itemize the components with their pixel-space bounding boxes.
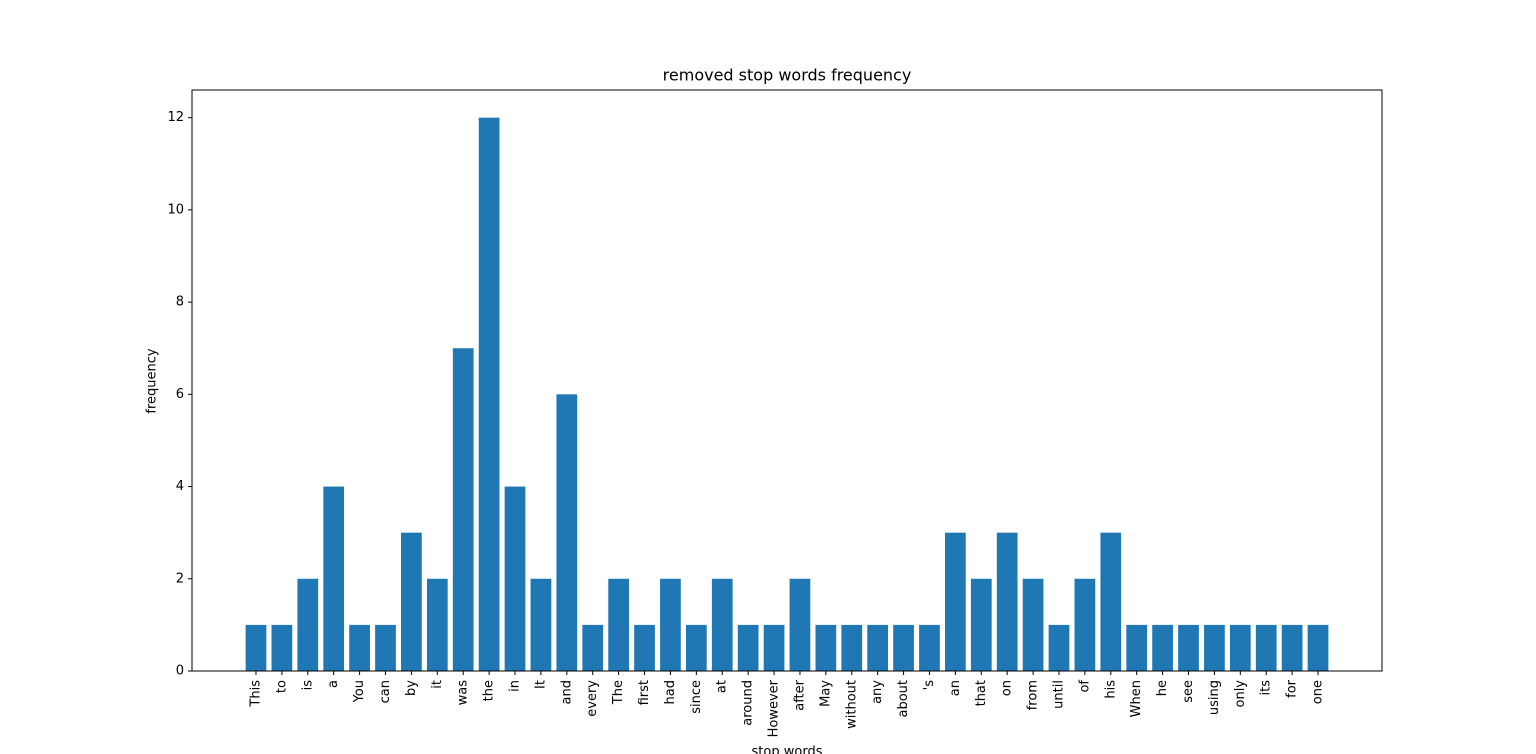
bar	[634, 624, 655, 671]
bar	[893, 624, 914, 671]
y-tick-label: 0	[176, 664, 184, 679]
x-tick-label: 's	[922, 680, 937, 691]
bar	[401, 532, 422, 671]
bar	[789, 578, 811, 671]
x-tick-label: the	[482, 680, 497, 701]
x-tick-label: on	[1000, 680, 1015, 696]
y-tick-label: 12	[167, 110, 184, 125]
x-tick-label: It	[533, 680, 548, 689]
bar	[478, 117, 500, 671]
bar	[504, 486, 526, 671]
x-tick-label: was	[456, 680, 471, 706]
x-tick-label: at	[715, 680, 730, 693]
x-tick-label: The	[611, 680, 626, 705]
x-tick-label: of	[1077, 680, 1092, 693]
bar	[1255, 624, 1277, 671]
x-tick-label: one	[1311, 680, 1326, 704]
bar	[945, 532, 966, 671]
y-tick-label: 2	[176, 571, 184, 586]
x-tick-label: every	[585, 680, 600, 717]
y-tick-label: 6	[176, 387, 184, 402]
x-tick-label: using	[1207, 680, 1222, 715]
x-tick-label: after	[792, 679, 807, 710]
bar	[711, 578, 733, 671]
x-tick-label: its	[1259, 680, 1274, 696]
x-tick-label: and	[559, 680, 574, 704]
bar	[582, 624, 604, 671]
bar	[245, 624, 267, 671]
bar	[556, 394, 578, 671]
plot-frame	[191, 89, 1383, 672]
chart-title: removed stop words frequency	[663, 66, 912, 85]
x-tick-label: from	[1026, 680, 1041, 710]
bar	[608, 578, 629, 671]
x-tick-label: any	[870, 680, 885, 704]
bar	[1281, 624, 1303, 671]
x-tick-label: without	[844, 680, 859, 729]
y-tick-label: 10	[167, 202, 184, 217]
y-axis-label: frequency	[145, 348, 160, 414]
x-tick-label: first	[637, 680, 652, 705]
x-tick-label: a	[326, 680, 341, 688]
x-tick-label: in	[508, 680, 523, 692]
bar	[815, 624, 837, 671]
x-tick-label: that	[974, 680, 989, 706]
bar	[297, 578, 319, 671]
bar	[1100, 532, 1122, 671]
bar	[763, 624, 785, 671]
x-tick-label: since	[689, 680, 704, 714]
x-tick-label: an	[948, 680, 963, 696]
x-tick-label: When	[1129, 680, 1144, 717]
bar	[1178, 624, 1199, 671]
x-tick-label: May	[818, 680, 833, 707]
x-tick-label: his	[1103, 680, 1118, 699]
x-tick-label: However	[767, 679, 782, 737]
x-tick-label: only	[1233, 680, 1248, 708]
bar	[452, 348, 474, 671]
bar	[867, 624, 889, 671]
bar	[349, 624, 370, 671]
bar	[1152, 624, 1173, 671]
x-tick-label: about	[896, 680, 911, 718]
bar	[841, 624, 863, 671]
bar	[1126, 624, 1148, 671]
x-tick-label: he	[1155, 680, 1170, 696]
bar	[426, 578, 448, 671]
bar	[1307, 624, 1329, 671]
x-tick-label: for	[1285, 679, 1300, 698]
x-tick-label: see	[1181, 680, 1196, 703]
x-tick-label: can	[378, 680, 393, 703]
bar	[919, 624, 940, 671]
x-axis-label: stop words	[752, 745, 823, 754]
x-tick-label: This	[248, 680, 263, 708]
x-tick-label: You	[352, 680, 367, 703]
bar	[1074, 578, 1096, 671]
x-tick-label: is	[300, 680, 315, 691]
bar	[970, 578, 992, 671]
bar	[996, 532, 1018, 671]
bar	[530, 578, 552, 671]
bar	[1022, 578, 1044, 671]
bar	[737, 624, 759, 671]
y-tick-label: 4	[176, 479, 184, 494]
x-tick-label: it	[430, 680, 445, 689]
x-tick-label: around	[741, 680, 756, 726]
x-tick-label: to	[274, 680, 289, 693]
y-tick-label: 8	[176, 295, 184, 310]
bar	[1229, 624, 1251, 671]
bar	[271, 624, 293, 671]
bar	[685, 624, 707, 671]
bar	[1204, 624, 1225, 671]
bar	[375, 624, 396, 671]
x-tick-label: by	[404, 680, 419, 696]
x-tick-label: until	[1051, 680, 1066, 709]
x-tick-label: had	[663, 680, 678, 704]
bar	[660, 578, 681, 671]
bar	[323, 486, 345, 671]
bar	[1048, 624, 1070, 671]
